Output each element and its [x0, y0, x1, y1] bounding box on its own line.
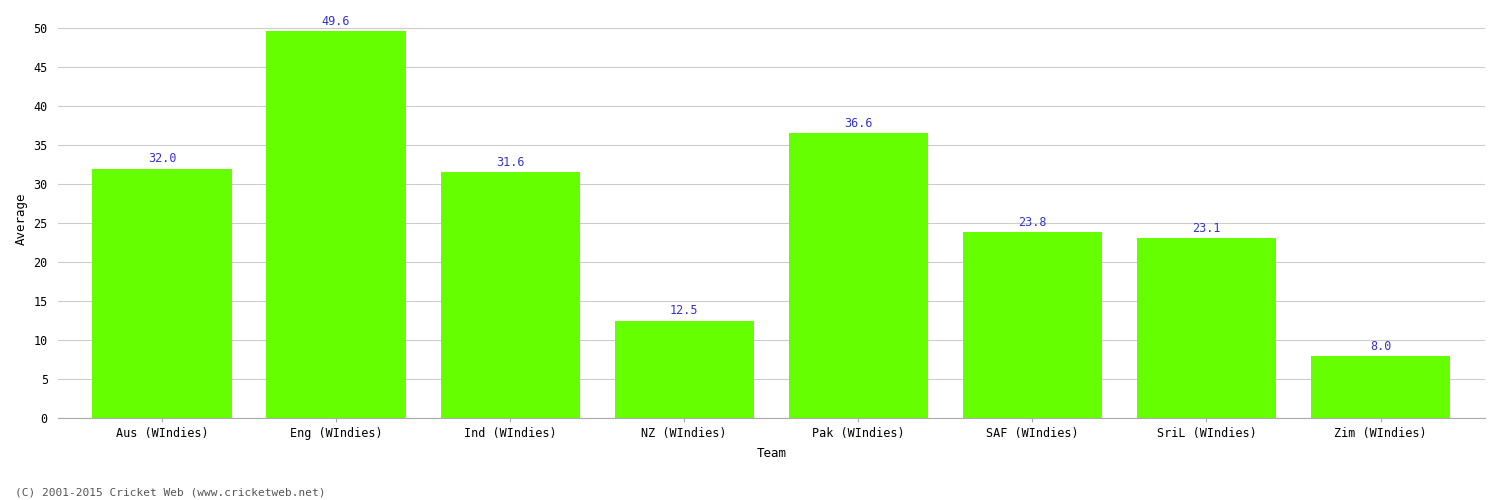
- Text: 23.8: 23.8: [1019, 216, 1047, 230]
- Bar: [963, 232, 1102, 418]
- Bar: [93, 168, 231, 418]
- Text: 36.6: 36.6: [844, 116, 873, 130]
- Bar: [267, 32, 405, 418]
- X-axis label: Team: Team: [756, 447, 786, 460]
- Bar: [1137, 238, 1276, 418]
- Text: (C) 2001-2015 Cricket Web (www.cricketweb.net): (C) 2001-2015 Cricket Web (www.cricketwe…: [15, 488, 326, 498]
- Bar: [789, 132, 928, 418]
- Bar: [441, 172, 580, 418]
- Text: 31.6: 31.6: [496, 156, 525, 168]
- Y-axis label: Average: Average: [15, 193, 28, 246]
- Text: 12.5: 12.5: [670, 304, 699, 318]
- Text: 8.0: 8.0: [1370, 340, 1390, 352]
- Text: 32.0: 32.0: [147, 152, 176, 166]
- Bar: [1311, 356, 1450, 418]
- Bar: [615, 320, 754, 418]
- Text: 23.1: 23.1: [1192, 222, 1221, 235]
- Text: 49.6: 49.6: [322, 15, 351, 28]
